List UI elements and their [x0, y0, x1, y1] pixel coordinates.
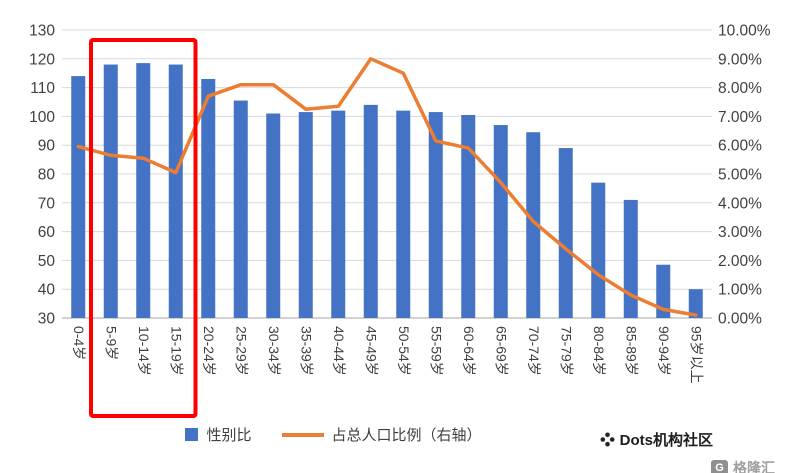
left-axis-tick-label: 110	[30, 80, 55, 97]
bar-series-swatch-icon	[185, 428, 199, 441]
x-axis-label: 75-79岁	[558, 326, 574, 376]
line-series-label: 占总人口比例（右轴）	[331, 427, 482, 444]
left-axis-tick-label: 80	[38, 167, 56, 184]
bar-25-29岁	[233, 100, 248, 318]
x-axis-label: 10-14岁	[136, 326, 152, 376]
right-axis-tick-label: 1.00%	[718, 282, 762, 299]
x-axis-label: 65-69岁	[493, 326, 509, 376]
x-axis-label: 45-49岁	[363, 326, 379, 376]
bar-65-69岁	[493, 125, 508, 318]
combo-chart-svg: 130 10.00% 120 9.00% 110 8.00% 100 7.00% 90 6.00%…	[29, 23, 771, 418]
x-axis-label: 50-54岁	[396, 326, 412, 376]
left-axis-tick-label: 50	[38, 253, 56, 270]
gelonghui-logo-icon: G	[711, 459, 728, 473]
x-axis-label: 0-4岁	[71, 326, 87, 360]
x-axis-label: 20-24岁	[201, 326, 217, 376]
right-axis-tick-label: 6.00%	[718, 138, 762, 155]
left-axis-tick-label: 100	[29, 109, 55, 126]
left-axis-tick-label: 60	[38, 224, 56, 241]
x-axis-label: 95岁以上	[688, 326, 704, 384]
left-axis-tick-label: 40	[38, 282, 56, 299]
bar-30-34岁	[266, 113, 281, 319]
bar-85-89岁	[623, 199, 638, 318]
bar-0-4岁	[71, 76, 86, 318]
legend-item-bar-series: 性别比	[185, 424, 252, 445]
left-axis-tick-label: 130	[29, 23, 55, 40]
right-axis-tick-label: 7.00%	[718, 109, 762, 126]
line-series-swatch-icon	[281, 432, 324, 437]
bar-35-39岁	[298, 112, 313, 318]
x-axis-label: 85-89岁	[623, 326, 639, 376]
dots-logo-icon	[600, 432, 615, 447]
watermark-dots: Dots机构社区	[600, 429, 713, 450]
x-axis-label: 30-34岁	[266, 326, 282, 376]
watermark-gelonghui: G 格隆汇	[711, 458, 775, 473]
right-axis-tick-label: 2.00%	[718, 253, 762, 270]
bar-15-19岁	[168, 64, 183, 318]
chart-legend: 性别比 占总人口比例（右轴）	[0, 424, 787, 445]
left-axis-tick-label: 120	[29, 51, 55, 68]
bar-50-54岁	[396, 110, 411, 318]
bar-95岁以上	[688, 289, 703, 318]
bar-40-44岁	[331, 110, 346, 318]
x-axis-label: 80-84岁	[591, 326, 607, 376]
bar-70-74岁	[526, 132, 541, 318]
right-axis-tick-label: 0.00%	[718, 311, 762, 328]
watermark-gelonghui-text: 格隆汇	[733, 460, 775, 473]
highlight-box	[89, 38, 198, 418]
bar-90-94岁	[656, 264, 671, 318]
bar-45-49岁	[363, 104, 378, 318]
right-axis-tick-label: 8.00%	[718, 80, 762, 97]
line-series-path	[76, 57, 698, 317]
x-axis-label: 25-29岁	[233, 326, 249, 376]
x-axis-label: 70-74岁	[526, 326, 542, 376]
right-axis-tick-label: 4.00%	[718, 195, 762, 212]
watermark-brand-text: Dots机构社区	[619, 432, 713, 449]
x-axis-label: 90-94岁	[656, 326, 672, 376]
x-axis-label: 40-44岁	[331, 326, 347, 376]
x-axis-label: 60-64岁	[461, 326, 477, 376]
right-axis-tick-label: 3.00%	[718, 224, 762, 241]
x-axis-label: 55-59岁	[428, 326, 444, 376]
right-axis-tick-label: 5.00%	[718, 167, 762, 184]
bar-20-24岁	[201, 78, 216, 319]
x-axis-label: 35-39岁	[298, 326, 314, 376]
bar-60-64岁	[461, 114, 476, 319]
bar-10-14岁	[136, 63, 151, 319]
legend-item-line-series: 占总人口比例（右轴）	[281, 424, 482, 445]
bar-series-label: 性别比	[206, 427, 252, 444]
bar-75-79岁	[558, 148, 573, 318]
left-axis-tick-label: 70	[38, 195, 56, 212]
right-axis-tick-label: 9.00%	[718, 51, 762, 68]
left-axis-tick-label: 30	[38, 311, 56, 328]
bar-55-59岁	[428, 112, 443, 318]
left-axis-tick-label: 90	[38, 138, 56, 155]
bar-80-84岁	[591, 182, 606, 318]
x-axis-label: 15-19岁	[168, 326, 184, 376]
bar-5-9岁	[103, 64, 118, 318]
right-axis-tick-label: 10.00%	[718, 23, 771, 40]
x-axis-label: 5-9岁	[103, 326, 119, 360]
